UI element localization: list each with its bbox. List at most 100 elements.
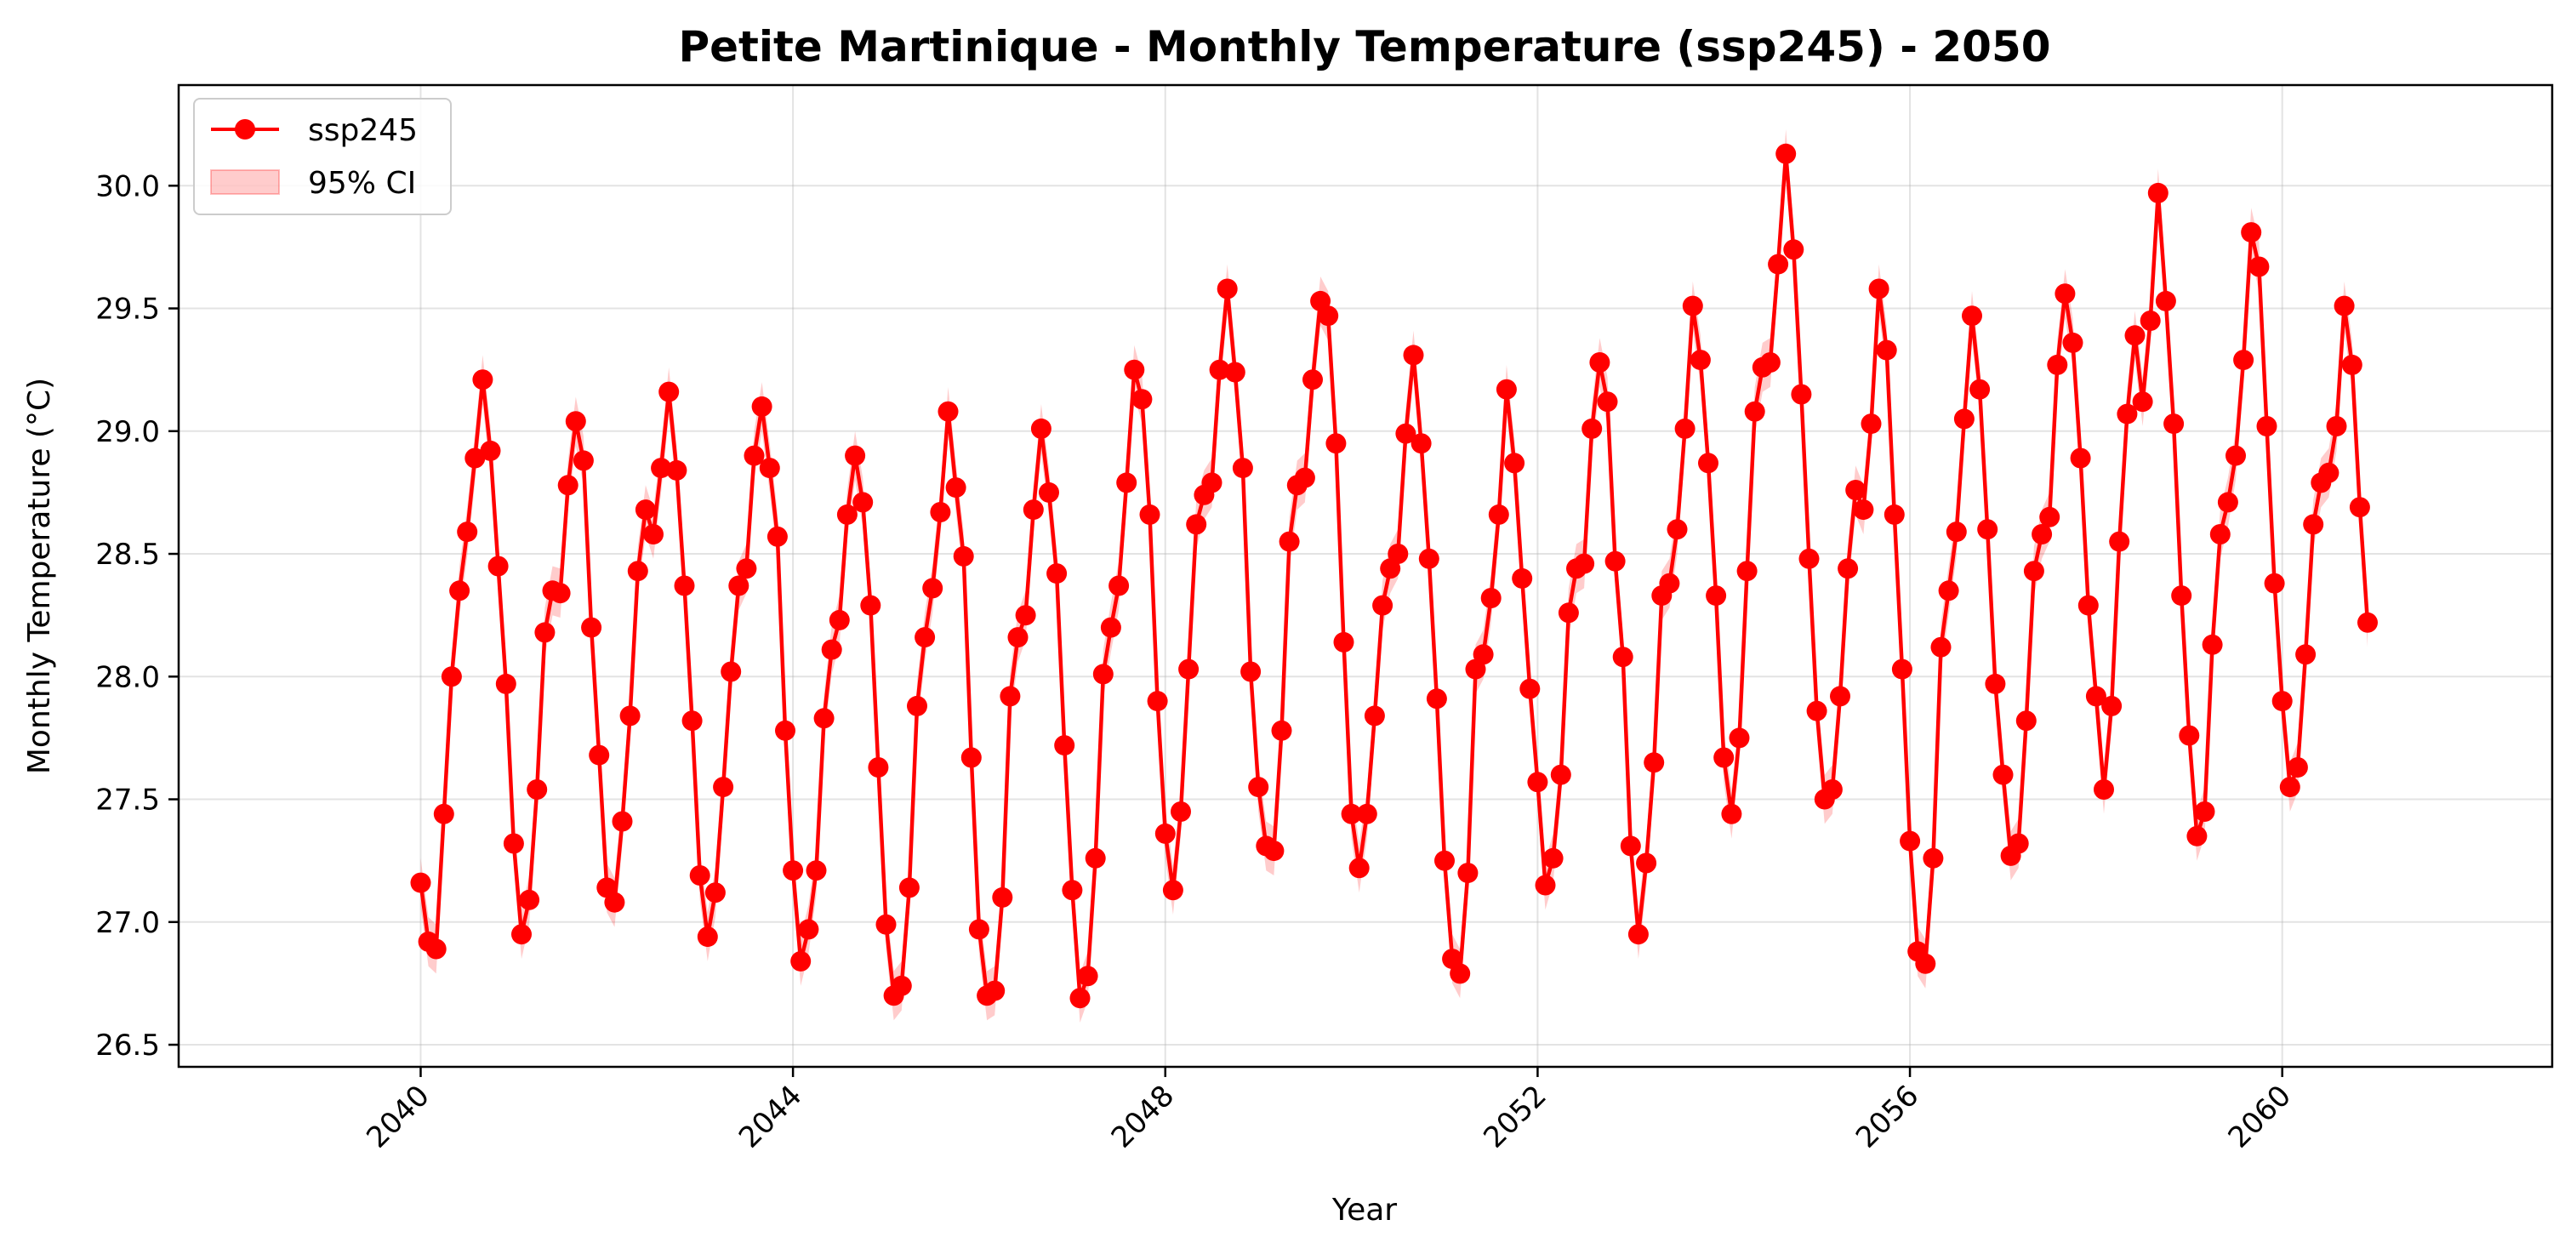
y-tick-label: 28.0 (95, 660, 160, 694)
data-point (2109, 531, 2130, 552)
y-axis-ticks: 26.5 27.0 27.5 28.0 28.5 29.0 29.5 30.0 (95, 169, 179, 1063)
data-point (759, 458, 780, 479)
data-point (527, 779, 548, 800)
data-point (2140, 311, 2161, 331)
data-point (464, 447, 486, 469)
data-point (472, 369, 493, 390)
data-point (1930, 636, 1952, 658)
data-point (984, 980, 1006, 1001)
y-tick-label: 28.5 (95, 538, 160, 572)
data-point (1667, 519, 1688, 540)
legend-band-swatch (210, 169, 280, 195)
data-point (674, 575, 695, 596)
data-point (1356, 803, 1377, 824)
data-point (790, 950, 812, 972)
data-point (836, 504, 858, 525)
data-point (1558, 602, 1579, 624)
data-point (1007, 627, 1029, 648)
chart-title: Petite Martinique - Monthly Temperature … (678, 22, 2050, 71)
data-point (2062, 332, 2083, 353)
data-point (2334, 295, 2355, 316)
data-point (1589, 352, 1610, 373)
data-point (829, 609, 850, 630)
data-point (2171, 585, 2192, 607)
plot-frame (177, 83, 2554, 1069)
data-point (798, 919, 819, 940)
data-point (1845, 480, 1866, 500)
data-point (783, 860, 804, 881)
data-point (821, 639, 842, 660)
data-point (1900, 830, 1921, 852)
data-point (713, 777, 734, 798)
data-point (1154, 823, 1176, 844)
data-point (1318, 305, 1339, 327)
data-point (1597, 391, 1618, 413)
legend-entry-ssp245: ssp245 (308, 113, 418, 148)
data-point (930, 502, 951, 522)
data-point (480, 440, 501, 461)
data-point (2032, 524, 2053, 544)
data-point (1674, 418, 1695, 439)
data-point (2039, 506, 2060, 527)
data-point (1030, 418, 1051, 439)
data-point (1426, 688, 1447, 710)
data-point (1450, 963, 1471, 984)
data-point (2279, 777, 2300, 798)
data-point (581, 617, 602, 638)
data-point (1171, 801, 1191, 822)
data-point (2241, 222, 2262, 243)
data-point (992, 886, 1013, 908)
data-point (2047, 354, 2068, 375)
data-point (1488, 504, 1509, 525)
y-tick-label: 26.5 (95, 1029, 160, 1063)
data-point (1116, 472, 1137, 493)
data-point (744, 445, 765, 466)
data-point (1232, 458, 1253, 479)
data-point (1512, 567, 1533, 589)
data-point (441, 666, 462, 687)
data-point (1054, 735, 1075, 756)
y-tick-label: 27.5 (95, 784, 160, 818)
data-point (767, 526, 788, 547)
data-point (915, 627, 936, 648)
data-point (1535, 875, 1556, 896)
y-tick-label: 29.0 (95, 415, 160, 449)
data-point (1162, 880, 1183, 901)
data-point (1861, 413, 1882, 435)
data-point (1178, 658, 1200, 680)
data-point (1092, 664, 1114, 685)
data-point (1736, 561, 1758, 582)
data-point (550, 583, 571, 604)
data-point (1209, 359, 1230, 380)
data-point (1186, 514, 1207, 535)
data-point (806, 860, 827, 881)
data-point (1768, 254, 1789, 275)
data-point (1891, 658, 1912, 680)
data-point (1077, 966, 1098, 987)
data-point (1124, 359, 1145, 380)
data-point (2326, 416, 2347, 436)
data-point (960, 747, 982, 768)
data-point (968, 919, 989, 940)
data-point (2295, 644, 2317, 665)
data-point (495, 673, 516, 694)
data-point (922, 578, 943, 599)
data-point (1279, 531, 1300, 552)
data-point (1062, 880, 1083, 901)
data-point (1830, 686, 1850, 707)
data-point (1224, 362, 1245, 383)
data-point (1039, 482, 1059, 503)
data-point (1480, 588, 1502, 608)
data-point (1000, 686, 1021, 707)
data-point (1744, 401, 1765, 422)
data-point (2117, 403, 2138, 425)
data-point (1403, 345, 1424, 366)
data-point (681, 710, 703, 732)
data-point (1457, 863, 1479, 884)
data-point (557, 475, 578, 496)
data-point (1418, 548, 1439, 569)
data-point (2023, 561, 2044, 582)
data-point (689, 865, 710, 886)
data-point (1302, 369, 1323, 390)
data-point (2194, 801, 2215, 822)
